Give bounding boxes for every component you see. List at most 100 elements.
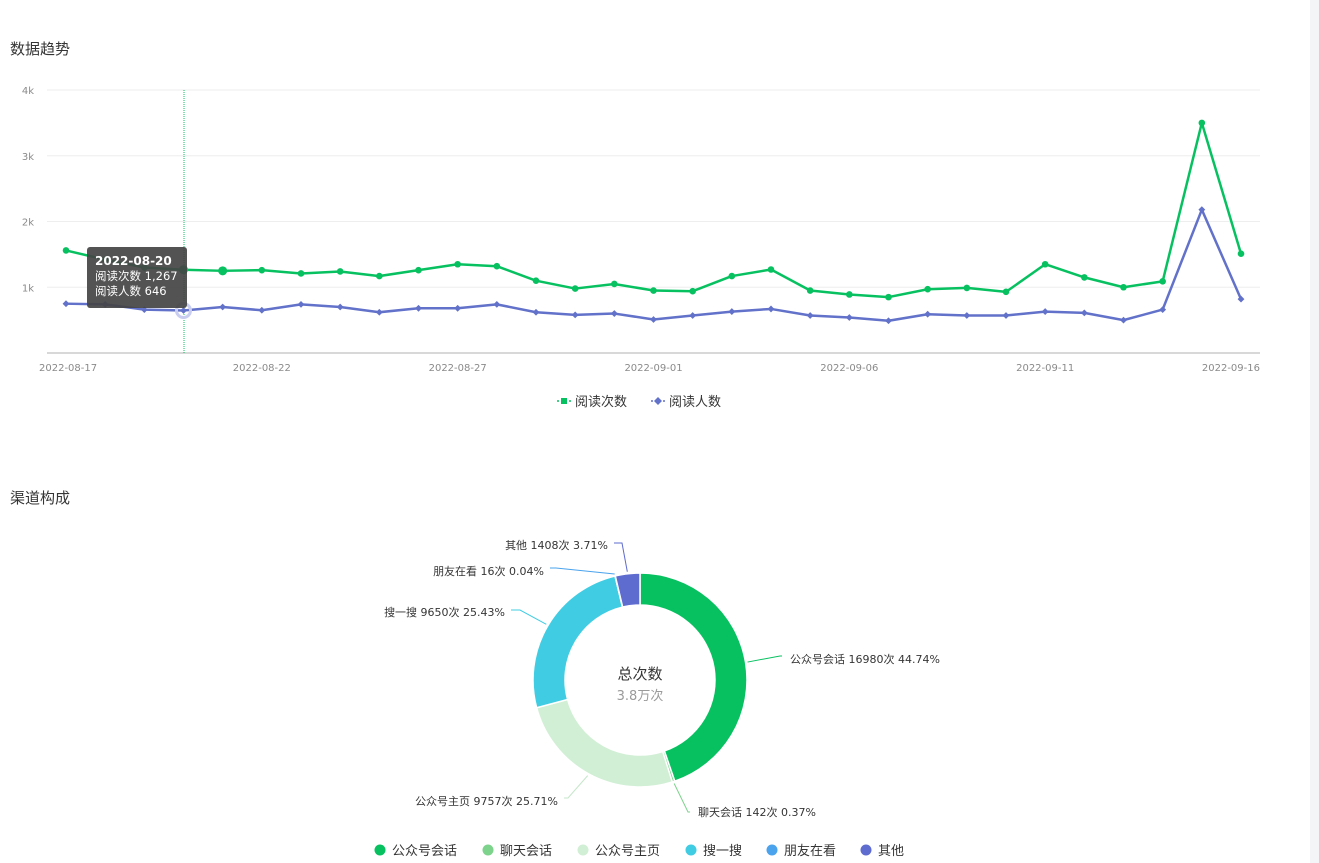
readers-point: [689, 312, 697, 319]
y-tick-label: 2k: [22, 218, 34, 229]
readers-point: [610, 310, 618, 317]
pie-legend-marker: [374, 844, 386, 856]
donut-leader-line: [747, 655, 782, 663]
donut-slice-label: 聊天会话 142次 0.37%: [698, 805, 816, 819]
reads-point: [571, 285, 579, 292]
donut-leader-line: [511, 609, 547, 625]
readers-point: [924, 310, 932, 318]
reads-point: [258, 266, 266, 274]
reads-point: [806, 287, 814, 294]
trend-section-title: 数据趋势: [10, 40, 71, 58]
donut-slice: [532, 575, 624, 709]
readers-point: [806, 312, 814, 319]
readers-point: [845, 314, 853, 321]
reads-point: [1198, 119, 1206, 127]
readers-point: [297, 300, 305, 308]
readers-point: [532, 308, 540, 316]
pie-legend-marker: [860, 844, 872, 856]
channel-section-title: 渠道构成: [10, 489, 71, 507]
x-tick-label: 2022-09-11: [1016, 363, 1074, 374]
pie-legend-label: 搜一搜: [703, 844, 742, 859]
donut-leader-line: [673, 783, 690, 813]
readers-point: [1120, 316, 1127, 324]
y-tick-label: 3k: [22, 152, 34, 163]
donut-slice-label: 公众号会话 16980次 44.74%: [790, 652, 940, 666]
reads-point: [1002, 288, 1010, 296]
reads-point: [336, 268, 344, 275]
readers-point: [454, 304, 462, 312]
reads-point: [297, 270, 305, 277]
x-tick-label: 2022-08-27: [429, 363, 487, 374]
readers-point: [571, 311, 579, 319]
pie-legend-label: 公众号主页: [595, 844, 660, 859]
readers-point: [415, 304, 422, 312]
readers-point: [885, 317, 892, 325]
x-tick-label: 2022-08-22: [233, 363, 291, 374]
readers-point: [493, 300, 501, 308]
donut-slice: [614, 572, 641, 608]
readers-point: [180, 307, 187, 314]
readers-point: [767, 305, 775, 313]
x-tick-label: 2022-08-17: [39, 363, 97, 374]
donut-leader-line: [564, 775, 589, 799]
tooltip-reads: 阅读次数 1,267: [95, 269, 178, 283]
readers-point: [1002, 312, 1010, 319]
reads-point: [532, 277, 540, 284]
donut-slice-label: 搜一搜 9650次 25.43%: [384, 605, 505, 619]
reads-point: [1159, 278, 1166, 285]
readers-point: [336, 303, 344, 311]
scrollbar-track[interactable]: [1310, 0, 1319, 863]
reads-point: [415, 266, 422, 274]
donut-leader-line: [614, 542, 628, 572]
x-tick-label: 2022-09-16: [1202, 363, 1260, 374]
legend-marker: [561, 398, 567, 404]
reads-point: [885, 293, 892, 301]
reads-point: [454, 260, 461, 268]
legend-label: 阅读次数: [575, 394, 627, 410]
donut-slice: [535, 698, 674, 788]
pie-legend-marker: [482, 844, 494, 856]
readers-point: [963, 312, 971, 319]
readers-point: [219, 303, 227, 311]
reads-point: [376, 272, 383, 280]
reads-point: [846, 291, 853, 298]
reads-point: [1237, 250, 1245, 258]
pie-legend-label: 其他: [878, 844, 904, 859]
series-line-readers: [65, 208, 1243, 323]
donut-slice-label: 朋友在看 16次 0.04%: [433, 564, 544, 578]
donut-slice-label: 公众号主页 9757次 25.71%: [415, 794, 558, 808]
pie-legend-marker: [685, 844, 697, 856]
pie-legend-label: 聊天会话: [500, 844, 552, 859]
donut-center-value: 3.8万次: [617, 688, 664, 704]
readers-point: [258, 306, 266, 314]
readers-point: [1237, 295, 1245, 303]
legend-marker: [654, 397, 662, 405]
reads-point: [1081, 274, 1088, 281]
reads-point: [493, 262, 501, 270]
reads-point: [767, 266, 775, 273]
readers-point: [728, 308, 736, 315]
donut-slice-label: 其他 1408次 3.71%: [505, 538, 608, 552]
y-tick-label: 4k: [22, 86, 34, 97]
reads-point: [62, 247, 70, 254]
reads-point: [611, 280, 618, 288]
x-tick-label: 2022-09-01: [624, 363, 682, 374]
chart-tooltip: 2022-08-20 阅读次数 1,267 阅读人数 646: [87, 247, 187, 308]
pie-legend-marker: [577, 844, 589, 856]
donut-leader-line: [550, 567, 615, 575]
x-tick-label: 2022-09-06: [820, 363, 878, 374]
pie-legend-marker: [766, 844, 778, 856]
readers-point: [62, 300, 70, 308]
readers-point: [650, 316, 657, 323]
readers-point: [375, 308, 383, 316]
pie-legend-label: 朋友在看: [784, 843, 836, 859]
readers-point: [1080, 309, 1088, 317]
legend-label: 阅读人数: [669, 395, 721, 410]
readers-point: [1159, 306, 1167, 314]
reads-point: [689, 287, 696, 295]
donut-slice: [639, 572, 748, 783]
readers-point: [1041, 308, 1049, 315]
reads-point: [963, 284, 971, 292]
donut-center-label: 总次数: [617, 665, 662, 683]
